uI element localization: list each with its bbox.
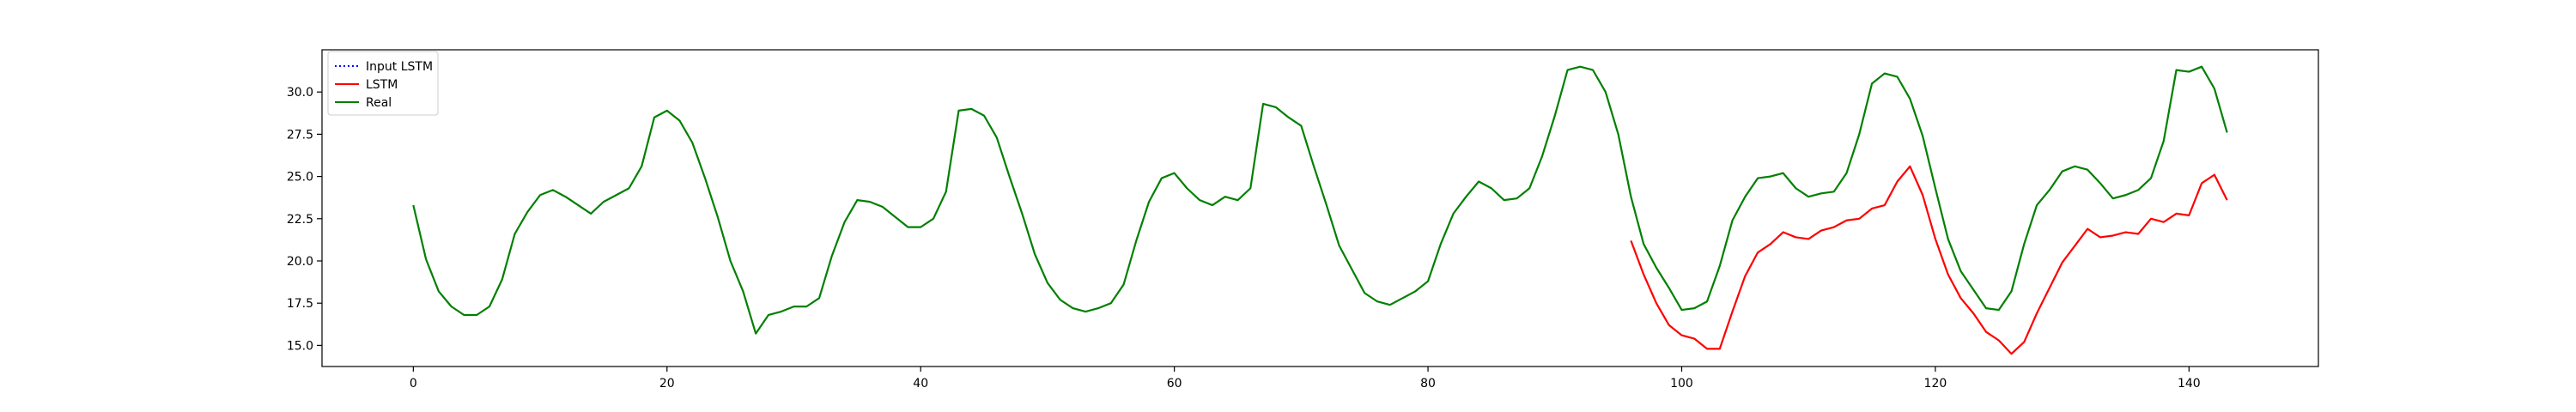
plot-frame — [321, 49, 2319, 367]
legend: Input LSTM LSTM Real — [327, 51, 439, 116]
y-tick-label: 30.0 — [287, 86, 313, 100]
y-tick-label: 27.5 — [287, 128, 313, 142]
x-tick-label: 20 — [659, 377, 675, 391]
y-tick-label: 22.5 — [287, 213, 313, 227]
y-tick-label: 25.0 — [287, 171, 313, 185]
x-tick-label: 100 — [1670, 377, 1693, 391]
y-tick-label: 20.0 — [287, 255, 313, 269]
y-tick-label: 15.0 — [287, 339, 313, 353]
legend-label-input-lstm: Input LSTM — [366, 60, 433, 74]
legend-frame — [327, 51, 439, 116]
x-tick-label: 80 — [1420, 377, 1436, 391]
axes-layer: 0 20 40 60 80 100 120 140 15.0 17.5 20.0 22.5 25.0 27… — [287, 49, 2319, 391]
series-line-real — [412, 65, 2228, 335]
x-tick-label: 60 — [1167, 377, 1182, 391]
x-tick-label: 120 — [1924, 377, 1947, 391]
x-tick-label: 0 — [410, 377, 417, 391]
x-tick-label: 40 — [913, 377, 928, 391]
series-layer — [412, 65, 2228, 355]
series-line-lstm — [1630, 165, 2228, 355]
legend-label-real: Real — [366, 96, 392, 110]
x-tick-label: 140 — [2178, 377, 2201, 391]
legend-label-lstm: LSTM — [366, 78, 398, 92]
y-tick-label: 17.5 — [287, 297, 313, 311]
